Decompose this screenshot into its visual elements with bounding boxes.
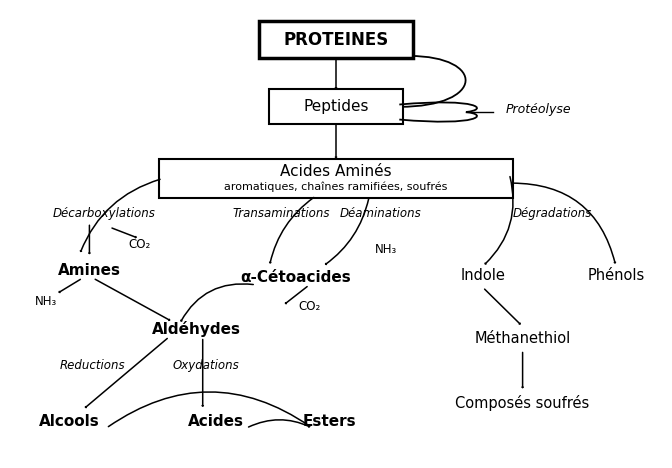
Text: PROTEINES: PROTEINES xyxy=(284,31,388,49)
Text: Oxydations: Oxydations xyxy=(173,359,239,373)
Text: Esters: Esters xyxy=(302,414,356,429)
Text: Décarboxylations: Décarboxylations xyxy=(53,207,156,219)
Text: NH₃: NH₃ xyxy=(375,243,397,256)
Text: aromatiques, chaînes ramifiées, soufrés: aromatiques, chaînes ramifiées, soufrés xyxy=(224,182,448,192)
Text: Alcools: Alcools xyxy=(39,414,100,429)
Text: Indole: Indole xyxy=(460,268,505,283)
Text: Acides: Acides xyxy=(188,414,244,429)
Text: Aldéhydes: Aldéhydes xyxy=(152,321,241,337)
FancyBboxPatch shape xyxy=(269,89,403,124)
FancyBboxPatch shape xyxy=(259,21,413,58)
Text: Amines: Amines xyxy=(58,263,121,278)
FancyBboxPatch shape xyxy=(159,159,513,198)
Text: Déaminations: Déaminations xyxy=(339,207,421,219)
Text: Phénols: Phénols xyxy=(587,268,644,283)
Text: Transaminations: Transaminations xyxy=(233,207,330,219)
Text: CO₂: CO₂ xyxy=(128,238,151,251)
Text: Peptides: Peptides xyxy=(303,99,369,114)
Text: Acides Aminés: Acides Aminés xyxy=(280,164,392,179)
Text: NH₃: NH₃ xyxy=(35,294,57,307)
Text: Méthanethiol: Méthanethiol xyxy=(474,330,571,345)
Text: α-Cétoacides: α-Cétoacides xyxy=(241,271,351,285)
Text: CO₂: CO₂ xyxy=(298,300,321,313)
Text: Dégradations: Dégradations xyxy=(513,207,592,219)
Text: Composés soufrés: Composés soufrés xyxy=(456,395,590,411)
Text: Reductions: Reductions xyxy=(60,359,126,373)
Text: Protéolyse: Protéolyse xyxy=(506,103,572,116)
